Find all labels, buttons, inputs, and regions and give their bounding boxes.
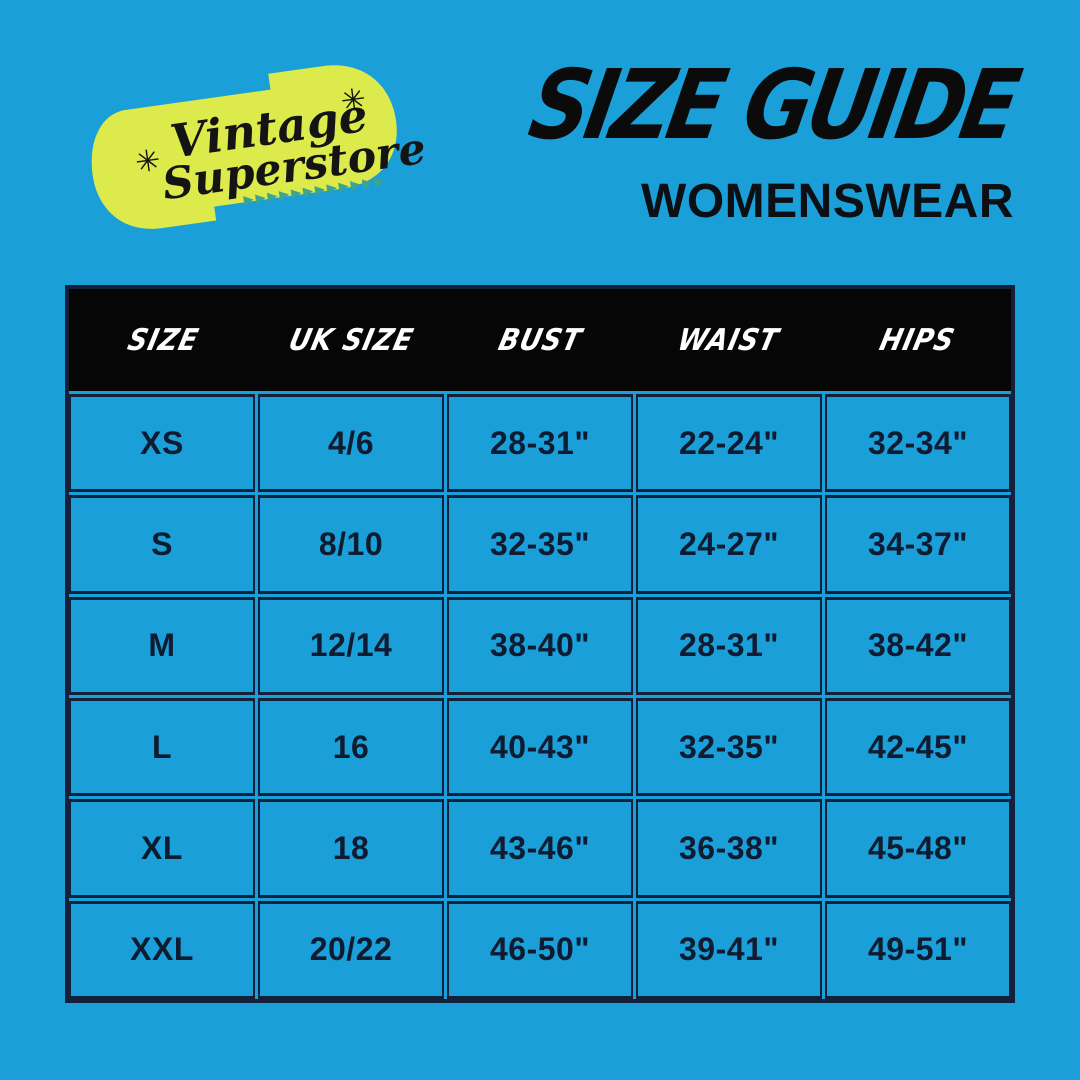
table-cell: 24-27" [636, 495, 822, 594]
table-cell: 39-41" [636, 900, 822, 999]
column-header-uk-size: UK SIZE [285, 322, 418, 358]
table-cell: 40-43" [447, 698, 633, 797]
page-title: SIZE GUIDE [521, 49, 1025, 161]
table-cell: XXL [69, 900, 255, 999]
table-cell: 16 [258, 698, 444, 797]
logo-badge: ✳ Vintage ✳ Superstore ▶▶▶▶▶▶▶▶▶▶▶▶ [80, 40, 429, 250]
table-cell: 20/22 [258, 900, 444, 999]
vintage-superstore-logo: ✳ Vintage ✳ Superstore ▶▶▶▶▶▶▶▶▶▶▶▶ [91, 65, 429, 229]
column-header-size: SIZE [124, 322, 203, 358]
table-cell: 18 [258, 799, 444, 898]
table-cell: S [69, 495, 255, 594]
column-header-bust: BUST [494, 322, 586, 358]
table-cell: 12/14 [258, 596, 444, 695]
table-cell: 32-34" [825, 394, 1011, 493]
table-cell: 46-50" [447, 900, 633, 999]
sparkle-left-icon: ✳ [133, 143, 163, 181]
table-cell: 38-42" [825, 596, 1011, 695]
badge-shape [91, 65, 397, 229]
table-cell: 36-38" [636, 799, 822, 898]
table-body: XS 4/6 28-31" 22-24" 32-34" S 8/10 32-35… [69, 394, 1011, 999]
table-cell: 43-46" [447, 799, 633, 898]
table-cell: XS [69, 394, 255, 493]
table-cell: 22-24" [636, 394, 822, 493]
sparkle-right-icon: ✳ [339, 82, 369, 120]
table-cell: 32-35" [636, 698, 822, 797]
table-cell: M [69, 596, 255, 695]
table-header-row: SIZE UK SIZE BUST WAIST HIPS [69, 289, 1011, 391]
table-cell: 34-37" [825, 495, 1011, 594]
page-subtitle: WOMENSWEAR [641, 174, 1014, 228]
table-cell: 38-40" [447, 596, 633, 695]
table-cell: 28-31" [636, 596, 822, 695]
table-cell: 28-31" [447, 394, 633, 493]
table-cell: 4/6 [258, 394, 444, 493]
table-cell: 45-48" [825, 799, 1011, 898]
column-header-hips: HIPS [875, 322, 958, 358]
table-cell: 32-35" [447, 495, 633, 594]
size-table: SIZE UK SIZE BUST WAIST HIPS XS 4/6 28-3… [65, 285, 1015, 1003]
table-cell: L [69, 698, 255, 797]
column-header-waist: WAIST [674, 322, 783, 358]
table-cell: 42-45" [825, 698, 1011, 797]
table-cell: 49-51" [825, 900, 1011, 999]
title-block: SIZE GUIDE WOMENSWEAR [453, 49, 1024, 229]
table-cell: 8/10 [258, 495, 444, 594]
table-cell: XL [69, 799, 255, 898]
